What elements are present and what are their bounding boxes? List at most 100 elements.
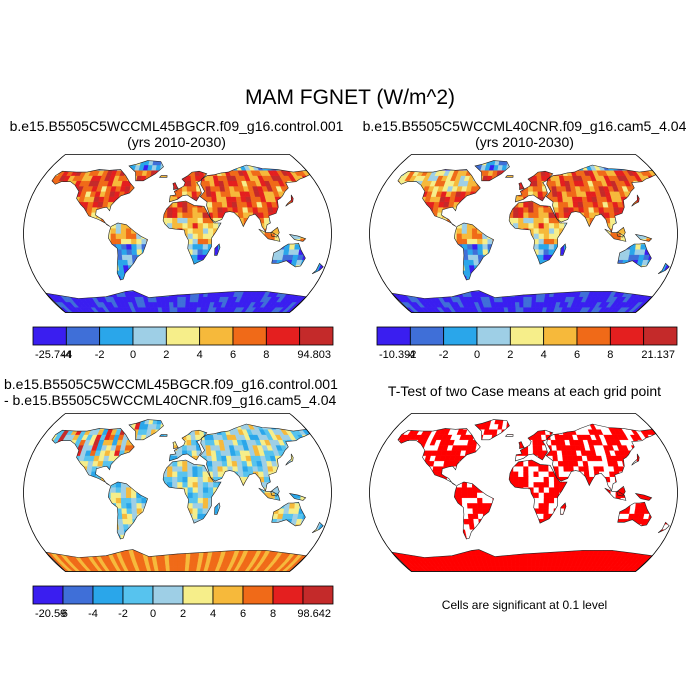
panel4-map-coast-au bbox=[617, 501, 652, 527]
panel1-map-coastlines bbox=[44, 160, 324, 313]
panel2-map-coast-eu bbox=[514, 170, 554, 203]
panel1-map-coast-nz bbox=[311, 262, 324, 275]
panel2-map-frame bbox=[369, 154, 678, 313]
panel3-colorbar-swatch bbox=[242, 585, 274, 605]
panel3-colorbar-swatch bbox=[212, 585, 244, 605]
panel3-map bbox=[23, 413, 332, 572]
panel3-map-coast-au bbox=[271, 501, 306, 527]
panel3-colorbar-tick-label: 98.642 bbox=[297, 608, 331, 620]
panel2-map-coast-gr bbox=[474, 160, 510, 182]
panel2-colorbar-swatch bbox=[376, 326, 411, 346]
panel3-colorbar-swatch bbox=[122, 585, 154, 605]
panel1-map-coast-sa bbox=[107, 222, 148, 281]
panel3-colorbar-tick-label: -2 bbox=[118, 608, 128, 620]
panel3-title-line2: - b.e15.B5505C5WCCML40CNR.f09_g16.cam5_4… bbox=[4, 392, 337, 408]
panel1-title-line2: (yrs 2010-2030) bbox=[127, 134, 226, 150]
figure-title: MAM FGNET (W/m^2) bbox=[244, 86, 456, 109]
panel3-colorbar-tick-label: 8 bbox=[270, 608, 276, 620]
panel2-title-line1: b.e15.B5505C5WCCML40CNR.f09_g16.cam5_4.0… bbox=[362, 118, 687, 134]
panel4-map-coast-mg bbox=[560, 502, 567, 515]
panel4-map-coast-jp bbox=[631, 453, 640, 466]
panel3-map-coast-eu bbox=[168, 429, 208, 462]
panel3-map-field bbox=[45, 419, 324, 572]
panel2-map-coast-mg bbox=[560, 243, 567, 256]
panel4-map-coast-uk bbox=[518, 441, 525, 449]
panel3-map-coast-jp bbox=[285, 453, 294, 466]
panel1-colorbar-swatch bbox=[32, 326, 67, 346]
panel4-map-coast-ng bbox=[634, 492, 653, 501]
panel4-map-coast-is bbox=[504, 434, 514, 437]
panel1-title: b.e15.B5505C5WCCML45BGCR.f09_g16.control… bbox=[4, 118, 349, 150]
panel3-colorbar-tick-label: 2 bbox=[180, 608, 186, 620]
panel1-map-coast-jp bbox=[285, 194, 294, 207]
panel1-colorbar-tick-label: 6 bbox=[230, 349, 236, 361]
panel4-map-coast-na bbox=[397, 428, 481, 486]
panel3-colorbar-swatch bbox=[152, 585, 184, 605]
panel2-colorbar-tick-label: 8 bbox=[607, 349, 613, 361]
panel3-colorbar-tick-label: 0 bbox=[150, 608, 156, 620]
panel1-map bbox=[23, 154, 332, 313]
panel1-colorbar-swatch bbox=[199, 326, 234, 346]
panel2-map-coast-af bbox=[508, 200, 568, 265]
panel1-colorbar-swatch bbox=[65, 326, 101, 346]
panel2-map-coast-sa bbox=[453, 222, 494, 281]
panel1-map-coast-as bbox=[199, 164, 311, 233]
panel4-map-coast-nz bbox=[657, 521, 670, 534]
panel4-map-coast-af bbox=[508, 459, 568, 524]
panel1-colorbar-tick-label: 94.803 bbox=[297, 349, 331, 361]
panel4-map-coast-bor bbox=[616, 485, 626, 497]
panel3-map-coast-ng bbox=[288, 492, 307, 501]
panel2-colorbar-swatch bbox=[409, 326, 445, 346]
panel1-colorbar-tick-label: 4 bbox=[197, 349, 203, 361]
panel2-map-coast-uk bbox=[518, 182, 525, 190]
panel3-map-coast-ind bbox=[258, 487, 281, 501]
panel3-colorbar-tick-label: -4 bbox=[88, 608, 98, 620]
panel2-colorbar-tick-label: -10.392 bbox=[379, 349, 416, 361]
panel3-colorbar-swatch bbox=[302, 585, 334, 605]
panel1-map-coast-is bbox=[158, 175, 168, 178]
panel3-map-coast-nz bbox=[311, 521, 324, 534]
panel3-colorbar-swatch bbox=[92, 585, 124, 605]
panel3-title: b.e15.B5505C5WCCML45BGCR.f09_g16.control… bbox=[4, 376, 349, 408]
panel2-map-coast-na bbox=[397, 169, 481, 227]
panel4-map-coast-gr bbox=[474, 419, 510, 441]
panel3-map-frame bbox=[23, 413, 332, 572]
panel1-colorbar-tick-label: -2 bbox=[95, 349, 105, 361]
panel2-colorbar-swatch bbox=[443, 326, 478, 346]
panel2-map-coast-ng bbox=[634, 233, 653, 242]
panel4-map-field bbox=[391, 419, 670, 572]
panel3-map-coast-is bbox=[158, 434, 168, 437]
panel2-colorbar: -10.392-4 -2 0 2 4 6 8 21.137 bbox=[376, 326, 678, 361]
panel3-map-coast-as bbox=[199, 423, 311, 492]
panel1-colorbar-swatch bbox=[99, 326, 134, 346]
panel2-title: b.e15.B5505C5WCCML40CNR.f09_g16.cam5_4.0… bbox=[352, 118, 697, 150]
panel3-map-coast-gr bbox=[128, 419, 164, 441]
panel1-colorbar: -25.744-4 -2 0 2 4 6 8 94.803 bbox=[32, 326, 334, 361]
panel2-colorbar-swatch bbox=[543, 326, 578, 346]
panel2-colorbar-swatch bbox=[476, 326, 511, 346]
panel1-map-coast-gr bbox=[128, 160, 164, 182]
panel1-colorbar-swatch bbox=[265, 326, 301, 346]
panel3-map-coast-af bbox=[162, 459, 222, 524]
panel4-title-line1: T-Test of two Case means at each grid po… bbox=[387, 383, 662, 399]
panel2-map-coast-nz bbox=[657, 262, 670, 275]
panel2-colorbar-tick-label: 4 bbox=[541, 349, 547, 361]
panel1-map-coast-mg bbox=[214, 243, 221, 256]
panel2-map-coast-is bbox=[504, 175, 514, 178]
panel1-map-coast-ind bbox=[258, 228, 281, 242]
panel2-map-field bbox=[391, 160, 670, 313]
panel2-map-coast-bor bbox=[616, 226, 626, 238]
panel1-colorbar-swatch bbox=[232, 326, 267, 346]
panel3-map-coast-uk bbox=[172, 441, 179, 449]
panel1-colorbar-tick-label: 0 bbox=[130, 349, 136, 361]
panel2-colorbar-tick-label: -4 bbox=[405, 349, 415, 361]
panel3-colorbar-swatch bbox=[32, 585, 64, 605]
panel2-map-coast-au bbox=[617, 242, 652, 268]
panel1-colorbar-swatch bbox=[299, 326, 334, 346]
panel4-map-coast-ind bbox=[604, 487, 627, 501]
panel1-map-coast-ng bbox=[288, 233, 307, 242]
panel2-colorbar-tick-label: -2 bbox=[439, 349, 449, 361]
panel3-colorbar-swatch bbox=[182, 585, 214, 605]
panel4-map bbox=[369, 413, 678, 572]
panel3-colorbar-tick-label: 4 bbox=[210, 608, 216, 620]
